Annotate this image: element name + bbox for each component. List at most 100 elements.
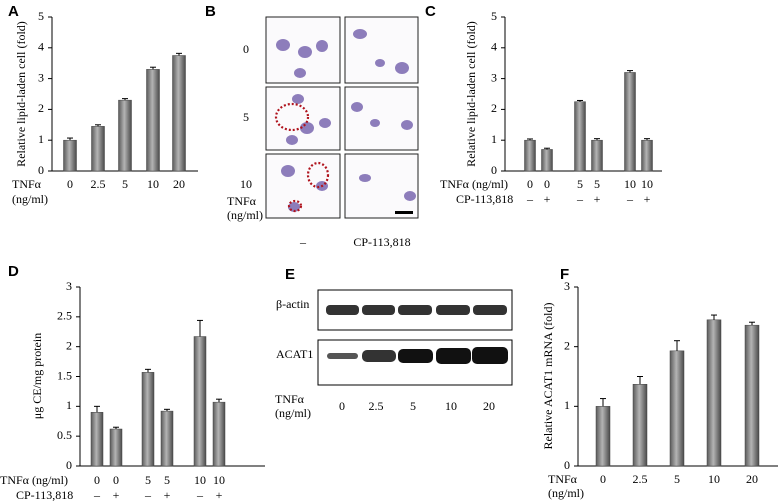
y-tick-label: 2.5 [57, 309, 72, 323]
y-tick-label: 3 [38, 70, 44, 84]
x-tick-label-2: + [544, 192, 551, 206]
bar [212, 401, 226, 467]
y-tick-label: 3 [564, 279, 570, 293]
error-bar [644, 138, 650, 141]
x-tick-label-2: – [576, 192, 584, 206]
x-tick-label: 5 [145, 473, 151, 487]
x-axis-label: (ng/ml) [12, 192, 48, 206]
y-tick-label: 3 [491, 70, 497, 84]
x-tick-label: 0 [94, 473, 100, 487]
error-bar [95, 124, 101, 127]
x-tick-label: 5 [577, 177, 583, 191]
error-bar [67, 137, 73, 141]
error-bar [164, 408, 170, 412]
band-label: ACAT1 [276, 347, 313, 361]
bar [624, 72, 636, 172]
x-axis-label: TNFα (ng/ml) [0, 473, 68, 487]
bar [193, 336, 207, 467]
panel-letter: F [560, 266, 569, 283]
lipid-droplets [274, 102, 330, 213]
error-bar [577, 99, 583, 102]
y-tick-label: 0 [38, 163, 44, 177]
y-axis-label: Relative lipid-laden cell (fold) [14, 21, 28, 167]
error-bar [544, 147, 550, 150]
y-tick-label: 0 [564, 458, 570, 472]
row-label: 10 [240, 177, 252, 191]
y-tick-label: 2 [491, 101, 497, 115]
y-tick-label: 0.5 [57, 428, 72, 442]
scale-bar [395, 211, 413, 214]
x-tick-label: 0 [67, 177, 73, 191]
panel-letter: D [8, 263, 19, 280]
panel-letter: C [425, 3, 436, 20]
panel-letter: A [8, 3, 19, 20]
error-bar [627, 70, 633, 73]
y-axis-label: Relative lipid-laden cell (fold) [464, 21, 478, 167]
error-bar [94, 405, 100, 413]
y-tick-label: 2 [38, 101, 44, 115]
x-axis-label: CP-113,818 [456, 192, 513, 206]
error-bar [527, 138, 533, 141]
error-bar [150, 66, 156, 70]
x-tick-label: 0 [527, 177, 533, 191]
bar-chart: Dμg CE/mg protein00.511.522.530–0+5–5+10… [0, 263, 265, 502]
x-axis-label: TNFα [12, 177, 42, 191]
x-tick-label: 5 [674, 472, 680, 486]
error-bar [145, 368, 151, 373]
x-tick-label-2: + [164, 488, 171, 502]
column-label: CP-113,818 [353, 235, 410, 249]
y-tick-label: 2 [564, 338, 570, 352]
y-tick-label: 3 [66, 279, 72, 293]
x-tick-label: 0 [113, 473, 119, 487]
x-tick-label: 10 [213, 473, 225, 487]
x-tick-label: 10 [708, 472, 720, 486]
x-axis-label: (ng/ml) [548, 486, 584, 500]
x-tick-label: 5 [410, 399, 416, 413]
bar [141, 372, 155, 467]
cells [276, 29, 416, 212]
bar [641, 139, 653, 172]
error-bar [113, 426, 119, 430]
column-label: – [299, 235, 307, 249]
error-bar [749, 321, 755, 326]
x-tick-label-2: – [196, 488, 204, 502]
bar [706, 319, 722, 467]
x-tick-label: 0 [544, 177, 550, 191]
blot-bands [326, 305, 508, 364]
x-tick-label: 10 [641, 177, 653, 191]
panel-b: B [205, 3, 419, 219]
bar [541, 149, 553, 172]
x-tick-label-2: + [216, 488, 223, 502]
x-tick-label: 5 [122, 177, 128, 191]
y-tick-label: 5 [38, 9, 44, 23]
x-tick-label-2: – [144, 488, 152, 502]
x-tick-label: 20 [746, 472, 758, 486]
x-tick-label: 20 [173, 177, 185, 191]
y-tick-label: 1 [66, 398, 72, 412]
bar [90, 412, 104, 467]
error-bar [674, 340, 680, 351]
bar [595, 406, 611, 467]
bar [744, 324, 760, 467]
y-tick-label: 1 [564, 398, 570, 412]
x-axis-label: TNFα (ng/ml) [440, 177, 508, 191]
bar [146, 69, 160, 172]
error-bar [711, 314, 717, 320]
error-bar [122, 98, 128, 101]
x-tick-label-2: + [594, 192, 601, 206]
y-tick-label: 0 [491, 163, 497, 177]
x-tick-label: 0 [600, 472, 606, 486]
x-tick-label: 2.5 [369, 399, 384, 413]
y-tick-label: 2 [66, 338, 72, 352]
x-label: TNFα [275, 392, 305, 406]
x-tick-label: 20 [483, 399, 495, 413]
error-bar [197, 319, 203, 337]
micrograph-grid [265, 16, 419, 219]
y-tick-label: 4 [491, 40, 497, 54]
x-tick-label: 10 [194, 473, 206, 487]
x-label: (ng/ml) [275, 406, 311, 420]
bar [109, 428, 123, 467]
